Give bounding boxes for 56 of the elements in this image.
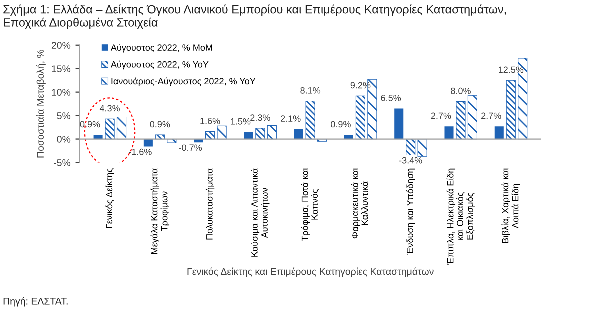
data-label: 2.7% <box>482 112 502 120</box>
bar <box>444 126 454 140</box>
bar <box>506 80 516 140</box>
bar <box>267 125 277 140</box>
data-label: 8.0% <box>451 88 471 94</box>
legend-label: Ιανουάριος-Αύγουστος 2022, % YoY <box>112 78 256 86</box>
y-axis-title: Ποσοστιαία Μεταβολή, % <box>36 50 46 158</box>
data-label: 4.3% <box>100 105 120 112</box>
x-tick-label: Έπιπλα, Ηλεκτρικά Είδη και Οικιακός Εξοπλισμός <box>446 168 475 265</box>
legend-label: Αύγουστος 2022, % YoY <box>110 60 209 70</box>
y-tick-label: 0% <box>57 136 71 143</box>
chart-title: Σχήμα 1: Ελλάδα – Δείκτης Όγκου Λιανικού Εμπορίου και Επιμέρους Κατηγορίες Καταστημάτων, Εποχικά Διορθωμένα Στοιχεία <box>4 4 506 30</box>
bar <box>494 126 504 140</box>
x-tick-label: Πολυκαταστήματα <box>206 168 215 240</box>
x-tick-label: Γενικός Δείκτης <box>106 168 114 228</box>
data-label: 2.3% <box>250 114 270 122</box>
data-label: 6.5% <box>381 94 402 102</box>
y-tick-label: 20% <box>52 42 71 50</box>
bar <box>456 101 466 140</box>
data-label: -0.7% <box>179 144 202 152</box>
bar <box>244 132 254 140</box>
bar <box>256 128 266 140</box>
x-tick-label: Φαρμακευτικά και Καλλυντικά <box>352 168 368 239</box>
x-tick-label: Βιβλία, Χαρτικά και Λοιπά Είδη <box>502 168 520 244</box>
x-tick-label: Καύσιμα και Λιπαντικά Αυτοκινήτων <box>251 168 270 257</box>
data-label: 0.9% <box>150 121 170 128</box>
bar <box>294 129 304 140</box>
data-label: 8.1% <box>300 87 321 94</box>
bar <box>217 126 227 140</box>
bar <box>468 95 478 140</box>
bar <box>406 139 416 156</box>
bar <box>394 108 404 140</box>
data-label: -1.6% <box>129 148 152 156</box>
bar <box>105 118 115 140</box>
data-label: 1.5% <box>231 118 251 125</box>
x-tick-label: Μεγάλα Καταστήματα Τροφίμων <box>150 168 170 254</box>
data-label: 0.9% <box>80 121 100 128</box>
y-tick-label: -5% <box>54 160 71 166</box>
data-label: 2.1% <box>280 116 301 122</box>
bar <box>356 96 366 140</box>
x-tick-label: Τρόφιμα, Ποτά και Καπνός <box>301 168 320 242</box>
y-tick-label: 10% <box>52 89 71 96</box>
bar <box>144 139 153 147</box>
x-tick-label: Ένδυση και Υπόδηση <box>406 168 416 255</box>
y-tick-label: 5% <box>57 112 71 120</box>
y-tick-label: 15% <box>52 66 71 72</box>
legend-label: Αύγουστος 2022, % MoM <box>110 44 212 53</box>
data-label: 2.7% <box>431 112 452 120</box>
bar <box>116 116 127 140</box>
bar <box>418 139 428 157</box>
data-label: 1.6% <box>200 118 220 124</box>
bar <box>306 100 316 140</box>
data-label: -3.4% <box>399 157 422 164</box>
x-axis-title: Γενικός Δείκτης και Επιμέρους Κατηγορίες Καταστημάτων <box>188 268 434 278</box>
data-label: 0.9% <box>331 121 351 128</box>
text: Πηγή: ΕΛΣΤΑΤ. <box>4 297 68 307</box>
